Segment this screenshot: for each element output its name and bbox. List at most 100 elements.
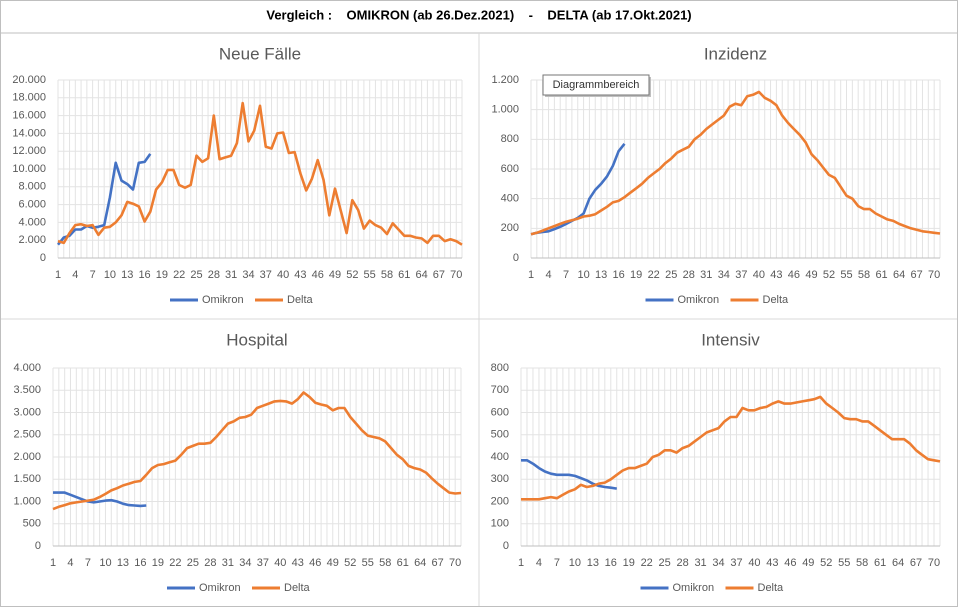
x-tick-label: 19 [152, 557, 164, 569]
y-tick-label: 1.000 [13, 495, 41, 507]
x-tick-label: 22 [173, 269, 185, 281]
page-title: Vergleich : OMIKRON (ab 26.Dez.2021) - D… [266, 7, 691, 22]
x-tick-label: 37 [260, 269, 272, 281]
x-tick-label: 49 [329, 269, 341, 281]
x-tick-label: 4 [72, 269, 78, 281]
x-tick-label: 28 [676, 557, 688, 569]
x-tick-label: 61 [875, 269, 887, 281]
x-tick-label: 28 [683, 269, 695, 281]
x-tick-label: 70 [450, 269, 462, 281]
x-tick-label: 4 [536, 557, 542, 569]
x-tick-label: 22 [641, 557, 653, 569]
series-line [521, 459, 617, 490]
x-tick-label: 25 [665, 269, 677, 281]
x-tick-label: 13 [117, 557, 129, 569]
y-tick-label: 6.000 [18, 199, 46, 211]
y-tick-label: 2.000 [18, 234, 46, 246]
x-tick-label: 16 [605, 557, 617, 569]
x-tick-label: 22 [648, 269, 660, 281]
y-tick-label: 18.000 [12, 92, 46, 104]
x-tick-label: 10 [569, 557, 581, 569]
x-tick-label: 16 [138, 269, 150, 281]
legend-label: Omikron [678, 294, 720, 306]
x-tick-label: 64 [892, 557, 904, 569]
legend-label: Omikron [202, 294, 244, 306]
x-tick-label: 64 [414, 557, 426, 569]
x-tick-label: 37 [735, 269, 747, 281]
x-tick-label: 40 [274, 557, 286, 569]
x-tick-label: 43 [770, 269, 782, 281]
x-tick-label: 55 [364, 269, 376, 281]
y-tick-label: 2.000 [13, 451, 41, 463]
x-tick-label: 25 [190, 269, 202, 281]
x-tick-label: 70 [928, 269, 940, 281]
x-tick-label: 55 [838, 557, 850, 569]
x-tick-label: 34 [242, 269, 254, 281]
x-tick-label: 31 [222, 557, 234, 569]
x-tick-label: 70 [928, 557, 940, 569]
x-tick-label: 46 [312, 269, 324, 281]
x-tick-label: 34 [712, 557, 724, 569]
y-tick-label: 0 [35, 540, 41, 552]
x-tick-label: 16 [134, 557, 146, 569]
x-tick-label: 31 [700, 269, 712, 281]
y-tick-label: 300 [491, 473, 509, 485]
y-tick-label: 200 [491, 495, 509, 507]
x-tick-label: 70 [449, 557, 461, 569]
x-tick-label: 43 [766, 557, 778, 569]
x-tick-label: 22 [169, 557, 181, 569]
x-tick-label: 43 [294, 269, 306, 281]
x-tick-label: 43 [292, 557, 304, 569]
x-tick-label: 34 [239, 557, 251, 569]
x-tick-label: 10 [104, 269, 116, 281]
x-tick-label: 46 [309, 557, 321, 569]
y-tick-label: 800 [501, 133, 519, 145]
x-tick-label: 52 [820, 557, 832, 569]
x-tick-label: 67 [910, 557, 922, 569]
x-tick-label: 10 [577, 269, 589, 281]
x-tick-label: 58 [379, 557, 391, 569]
tooltip-box [542, 74, 650, 96]
y-tick-label: 0 [40, 252, 46, 264]
x-tick-label: 58 [856, 557, 868, 569]
series-line [521, 395, 941, 501]
y-tick-label: 14.000 [12, 127, 46, 139]
y-tick-label: 1.500 [13, 473, 41, 485]
x-tick-label: 40 [748, 557, 760, 569]
x-tick-label: 7 [554, 557, 560, 569]
x-tick-label: 34 [718, 269, 730, 281]
series-line [57, 101, 463, 246]
series-line [530, 90, 941, 236]
x-tick-label: 25 [659, 557, 671, 569]
x-tick-label: 28 [204, 557, 216, 569]
series-line [52, 391, 462, 511]
y-tick-label: 3.500 [13, 384, 41, 396]
chart: Inzidenz 0 200 400 600 800 1.000 1.200 1 4 7 10 13 16… [491, 44, 941, 306]
x-tick-label: 13 [587, 557, 599, 569]
y-tick-label: 0 [503, 540, 509, 552]
y-tick-label: 800 [491, 362, 509, 374]
x-tick-label: 49 [327, 557, 339, 569]
legend-label: Delta [763, 294, 790, 306]
y-tick-label: 1.200 [491, 74, 519, 86]
x-tick-label: 49 [802, 557, 814, 569]
x-tick-label: 55 [362, 557, 374, 569]
tooltip-text: Diagrammbereich [553, 79, 640, 91]
legend-label: Delta [284, 582, 311, 594]
x-tick-label: 4 [545, 269, 551, 281]
series-line [56, 153, 152, 246]
series-line [53, 491, 147, 508]
x-tick-label: 46 [784, 557, 796, 569]
x-tick-label: 1 [50, 557, 56, 569]
y-tick-label: 200 [501, 222, 519, 234]
x-tick-label: 16 [613, 269, 625, 281]
x-tick-label: 7 [85, 557, 91, 569]
y-tick-label: 2.500 [13, 429, 41, 441]
x-tick-label: 40 [753, 269, 765, 281]
x-tick-label: 61 [397, 557, 409, 569]
x-tick-label: 61 [398, 269, 410, 281]
x-tick-label: 67 [432, 557, 444, 569]
y-tick-label: 8.000 [18, 181, 46, 193]
